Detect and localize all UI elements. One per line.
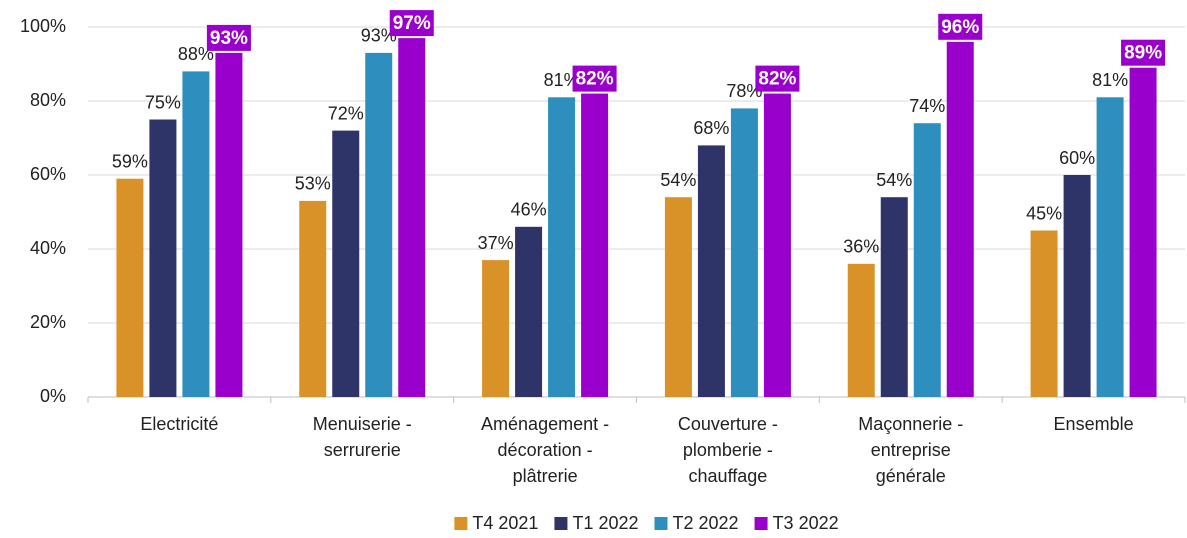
bar — [365, 52, 393, 398]
value-label: 93% — [210, 28, 248, 49]
x-tick-label: Menuiserie -serrurerie — [313, 414, 412, 460]
value-label-bg — [206, 24, 251, 51]
x-tick-label: Maçonnerie -entreprise générale — [858, 414, 963, 486]
bar — [299, 200, 327, 397]
y-tick-label: 60% — [30, 164, 66, 184]
bar — [149, 119, 177, 397]
bar — [730, 108, 758, 398]
value-label: 78% — [726, 81, 762, 101]
x-tick-label: Ensemble — [1054, 414, 1134, 434]
value-label-bg — [1121, 39, 1166, 66]
value-label: 88% — [178, 44, 214, 64]
bar — [332, 130, 360, 397]
legend: T4 2021 T1 2022 T2 2022 T3 2022 — [454, 513, 839, 533]
value-label: 75% — [145, 92, 181, 112]
value-label: 96% — [941, 17, 979, 38]
value-label-bg — [572, 65, 617, 92]
bar — [182, 71, 210, 398]
value-label: 60% — [1059, 148, 1095, 168]
legend-label: T1 2022 — [572, 513, 638, 533]
bar — [946, 41, 974, 398]
bar — [1030, 230, 1058, 397]
bar — [1063, 175, 1091, 397]
value-label: 82% — [758, 69, 796, 90]
bar — [1129, 67, 1157, 397]
legend-label: T3 2022 — [773, 513, 839, 533]
bar — [398, 38, 426, 397]
legend-swatch — [754, 517, 768, 530]
value-label: 45% — [1026, 203, 1062, 223]
bar — [913, 123, 941, 397]
value-label: 89% — [1124, 43, 1162, 64]
bar — [548, 97, 576, 398]
value-label: 82% — [576, 69, 614, 90]
value-label: 68% — [693, 118, 729, 138]
y-tick-label: 80% — [30, 90, 66, 110]
bar — [581, 93, 609, 397]
value-label: 59% — [112, 151, 148, 171]
legend-swatch — [454, 517, 468, 530]
value-label: 81% — [1092, 70, 1128, 90]
value-label: 72% — [328, 103, 364, 123]
bar — [215, 52, 243, 398]
y-tick-label: 100% — [20, 16, 66, 36]
value-label: 93% — [361, 26, 397, 46]
value-label: 97% — [393, 13, 431, 34]
legend-label: T4 2021 — [472, 513, 538, 533]
value-label: 37% — [478, 233, 514, 253]
value-label-bg — [389, 10, 434, 37]
value-label: 46% — [511, 200, 547, 220]
value-label: 53% — [295, 174, 331, 194]
y-tick-label: 40% — [30, 238, 66, 258]
bar — [1096, 97, 1124, 398]
legend-swatch — [654, 517, 668, 530]
x-tick-label: Couverture -plomberie -chauffage — [678, 414, 778, 486]
bar — [697, 145, 725, 397]
value-label: 81% — [544, 70, 580, 90]
y-tick-label: 0% — [40, 386, 66, 406]
bar — [763, 93, 791, 397]
bar — [515, 226, 543, 397]
y-tick-label: 20% — [30, 312, 66, 332]
legend-swatch — [554, 517, 568, 530]
value-label-bg — [755, 65, 800, 92]
value-label: 36% — [843, 237, 879, 257]
x-tick-label: Aménagement -décoration -plâtrerie — [481, 414, 609, 486]
bar — [880, 197, 908, 397]
legend-label: T2 2022 — [673, 513, 739, 533]
bar — [482, 260, 510, 397]
value-label: 74% — [909, 96, 945, 116]
bar — [116, 178, 144, 397]
bar — [847, 263, 875, 397]
x-tick-label: Electricité — [140, 414, 218, 434]
value-label: 54% — [660, 170, 696, 190]
bar — [664, 197, 692, 397]
value-label: 54% — [876, 170, 912, 190]
value-label-bg — [938, 13, 983, 40]
